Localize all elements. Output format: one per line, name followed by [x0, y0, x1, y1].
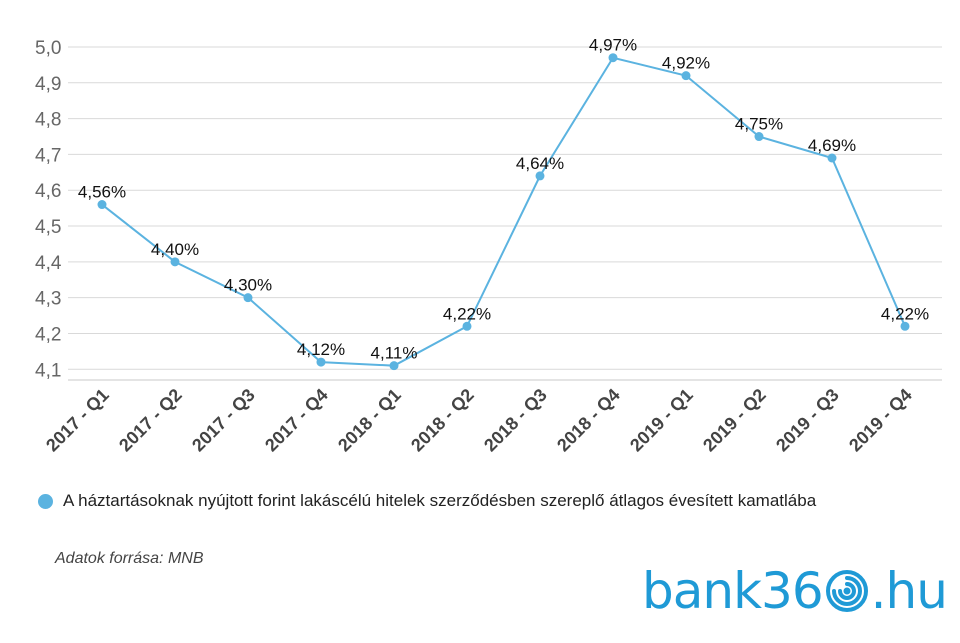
- x-tick-label: 2019 - Q1: [626, 385, 697, 456]
- y-tick-label: 5,0: [35, 38, 61, 59]
- data-label: 4,22%: [443, 304, 491, 323]
- y-tick-label: 4,6: [35, 181, 61, 202]
- data-labels: 4,56% 4,40% 4,30% 4,12% 4,11% 4,22% 4,64% 4,97%…: [78, 36, 929, 363]
- data-point: [97, 200, 107, 210]
- data-point: [535, 171, 545, 181]
- x-tick-label: 2017 - Q2: [115, 385, 186, 456]
- legend: A háztartásoknak nyújtott forint lakáscé…: [38, 491, 816, 511]
- y-tick-label: 4,8: [35, 110, 61, 131]
- data-label: 4,22%: [881, 304, 929, 323]
- x-tick-label: 2018 - Q1: [334, 385, 405, 456]
- data-point: [681, 71, 691, 81]
- y-tick-label: 4,1: [35, 360, 61, 381]
- x-tick-label: 2018 - Q2: [407, 385, 478, 456]
- y-tick-label: 4,3: [35, 289, 61, 310]
- y-axis-ticks: 4,1 4,2 4,3 4,4 4,5 4,6 4,7 4,8 4,9 5,0: [35, 38, 62, 381]
- y-tick-label: 4,9: [35, 74, 61, 95]
- grid-lines: [68, 46, 942, 381]
- x-tick-label: 2018 - Q4: [553, 385, 624, 456]
- data-label: 4,12%: [297, 340, 345, 359]
- line-chart: 4,1 4,2 4,3 4,4 4,5 4,6 4,7 4,8 4,9 5,0 2017 - Q1…: [35, 36, 942, 456]
- x-tick-label: 2018 - Q3: [480, 385, 551, 456]
- data-label: 4,97%: [589, 36, 637, 55]
- x-axis-ticks: 2017 - Q1 2017 - Q2 2017 - Q3 2017 - Q4 2018…: [42, 385, 916, 456]
- y-tick-label: 4,2: [35, 324, 61, 345]
- x-tick-label: 2017 - Q4: [261, 385, 332, 456]
- data-point: [243, 293, 253, 303]
- legend-label: A háztartásoknak nyújtott forint lakáscé…: [63, 491, 817, 510]
- logo-spiral-icon: [825, 570, 868, 612]
- data-point: [316, 357, 326, 367]
- legend-marker: [38, 493, 53, 509]
- y-tick-label: 4,7: [35, 145, 61, 166]
- data-point: [754, 132, 764, 142]
- y-tick-label: 4,5: [35, 217, 61, 238]
- series-line: [101, 56, 906, 367]
- data-label: 4,64%: [516, 154, 564, 173]
- data-point: [389, 361, 399, 371]
- data-label: 4,69%: [808, 136, 856, 155]
- data-label: 4,40%: [151, 240, 199, 259]
- data-point: [462, 321, 472, 331]
- data-point: [170, 257, 180, 267]
- data-point: [900, 321, 910, 331]
- y-tick-label: 4,4: [35, 253, 62, 274]
- series-line-path: [101, 56, 906, 367]
- x-tick-label: 2019 - Q4: [845, 385, 916, 456]
- data-label: 4,92%: [662, 54, 710, 73]
- bank360-logo: bank36 .hu: [642, 562, 948, 620]
- data-label: 4,30%: [224, 276, 272, 295]
- data-point: [827, 153, 837, 163]
- x-tick-label: 2017 - Q1: [42, 385, 113, 456]
- x-tick-label: 2019 - Q3: [772, 385, 843, 456]
- data-label: 4,56%: [78, 183, 126, 202]
- data-source-note: Adatok forrása: MNB: [55, 550, 204, 567]
- data-label: 4,75%: [735, 115, 783, 134]
- logo-text-bank: bank36: [642, 562, 824, 620]
- data-point: [608, 53, 618, 63]
- logo-text-hu: .hu: [870, 562, 948, 620]
- data-label: 4,11%: [371, 344, 418, 363]
- x-tick-label: 2017 - Q3: [188, 385, 259, 456]
- x-tick-label: 2019 - Q2: [699, 385, 770, 456]
- data-points: [97, 53, 910, 371]
